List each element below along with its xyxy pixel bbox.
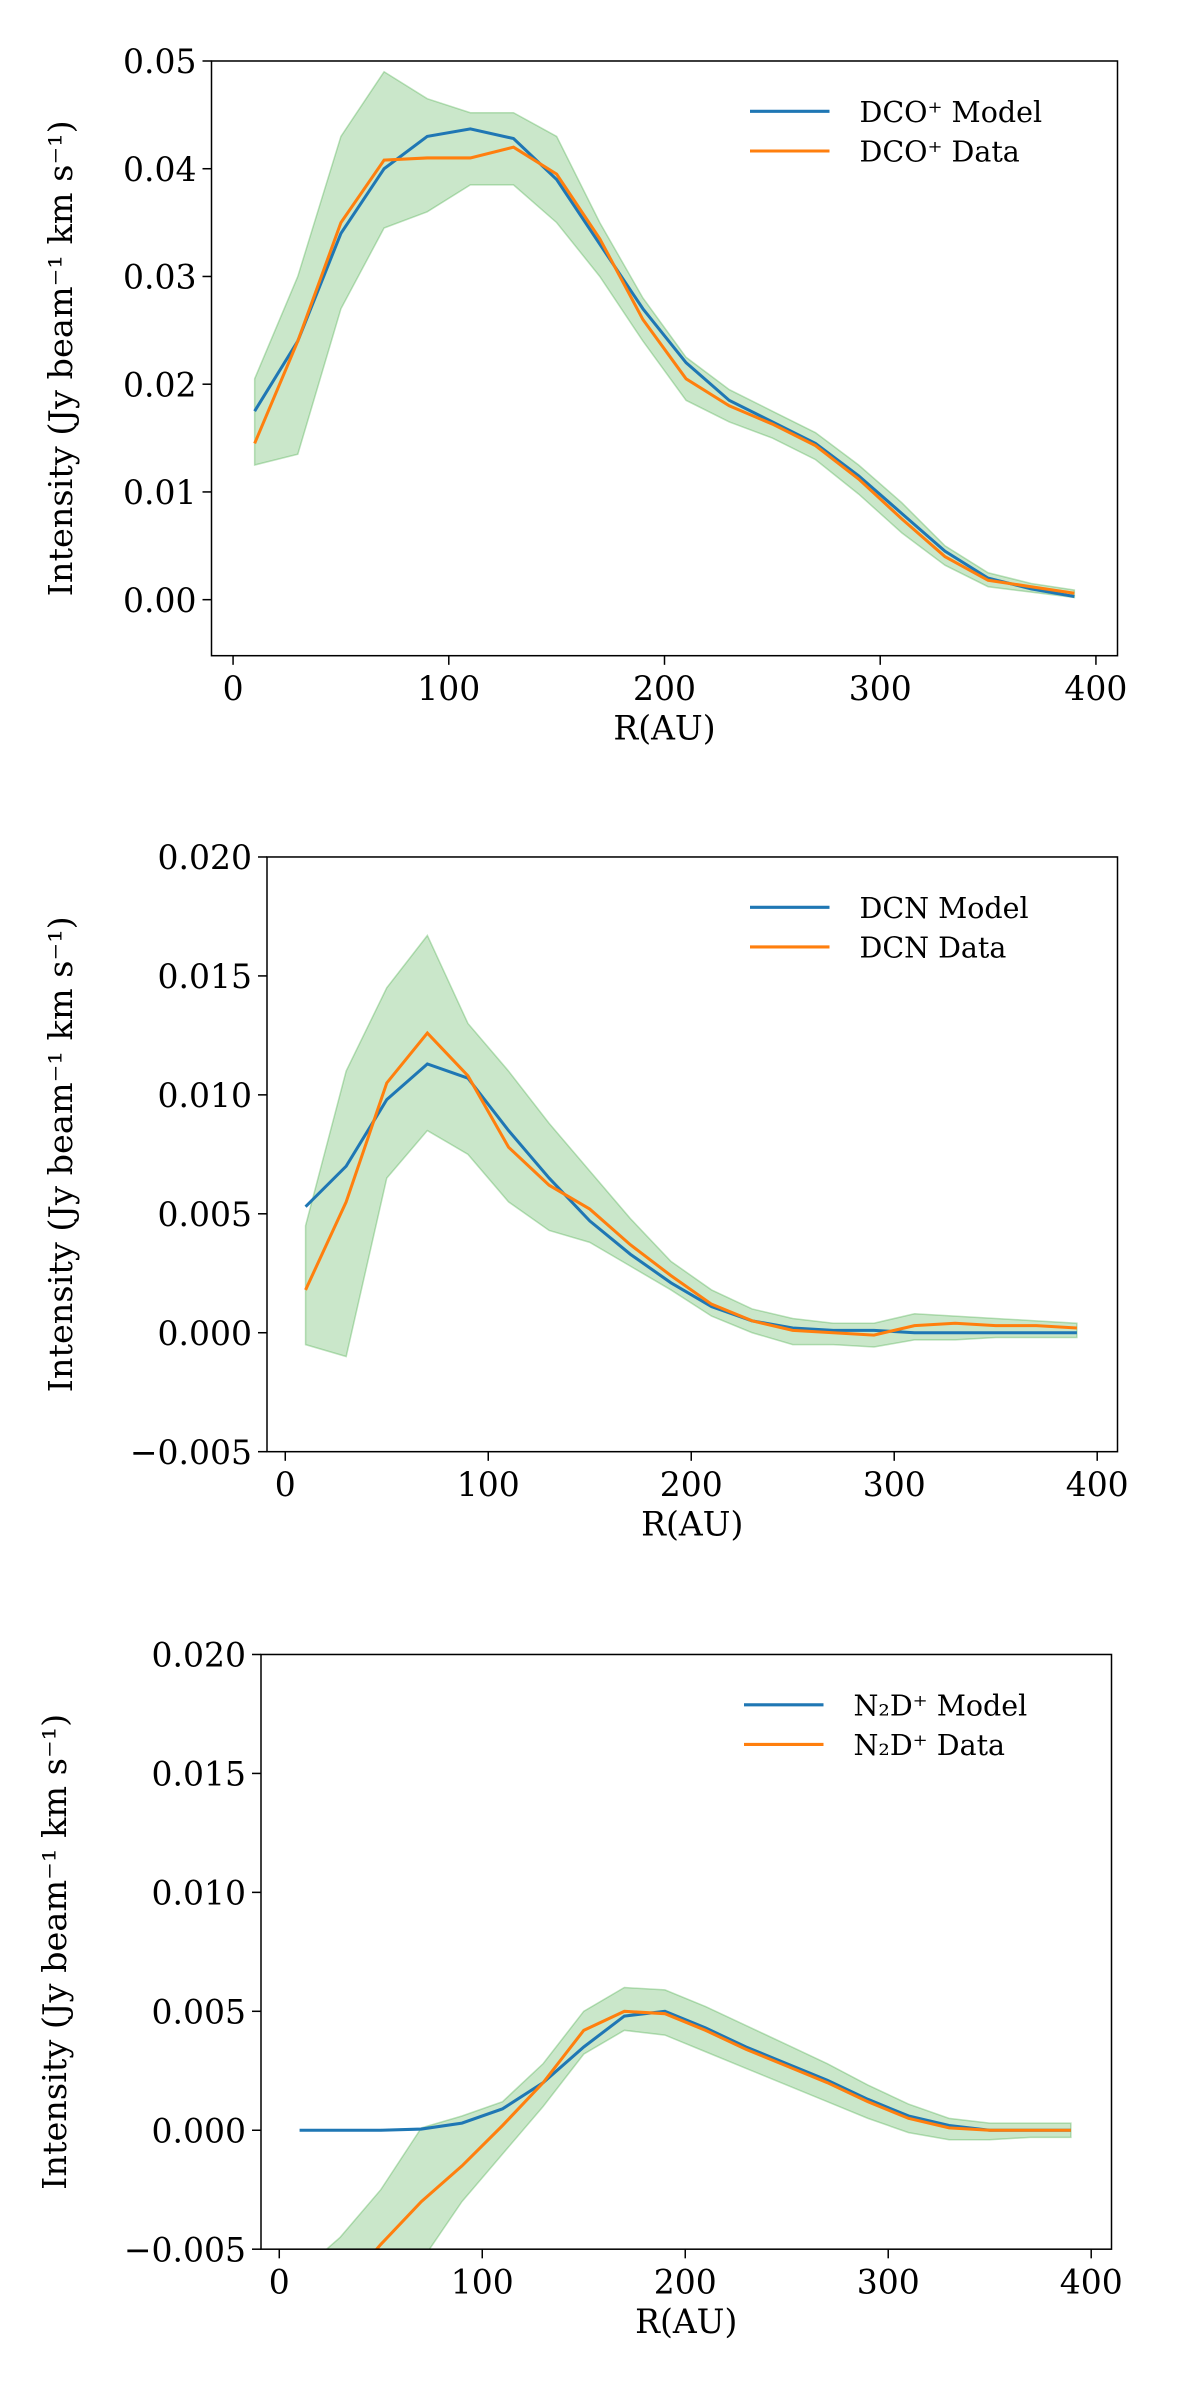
y-tick-label: 0.000 xyxy=(158,1314,252,1353)
plot-area xyxy=(304,934,1078,1358)
x-axis-label: R(AU) xyxy=(641,1504,743,1543)
plot-area xyxy=(253,70,1076,599)
plot-frame xyxy=(260,1653,1113,2250)
y-tick-label: 0.020 xyxy=(152,1635,246,1674)
y-tick-label: 0.000 xyxy=(152,2111,246,2150)
y-tick-label: −0.005 xyxy=(130,1433,252,1472)
x-tick-label: 100 xyxy=(417,669,480,708)
x-tick-label: 100 xyxy=(451,2262,514,2301)
x-tick-label: 300 xyxy=(857,2262,920,2301)
legend: DCN Model DCN Data xyxy=(750,891,1029,965)
y-tick-label: 0.005 xyxy=(152,1992,246,2031)
x-tick-label: 300 xyxy=(863,1465,926,1504)
x-tick-label: 0 xyxy=(275,1465,296,1504)
series-line xyxy=(304,1030,1077,1337)
y-axis-label: Intensity (Jy beam⁻¹ km s⁻¹) xyxy=(41,916,80,1392)
series-line xyxy=(304,1062,1077,1335)
uncertainty-band xyxy=(304,934,1078,1358)
legend: DCO⁺ Model DCO⁺ Data xyxy=(750,95,1042,169)
x-tick-label: 200 xyxy=(633,669,696,708)
y-tick-label: −0.005 xyxy=(124,2230,246,2269)
legend-label: DCO⁺ Model xyxy=(860,95,1043,129)
x-tick-label: 300 xyxy=(849,669,912,708)
y-tick-label: 0.015 xyxy=(152,1754,246,1793)
legend-label: DCO⁺ Data xyxy=(860,134,1020,168)
y-tick-label: 0.010 xyxy=(158,1076,252,1115)
y-tick-label: 0.005 xyxy=(158,1195,252,1234)
y-tick-label: 0.02 xyxy=(123,365,196,404)
series-line xyxy=(253,127,1075,598)
x-tick-label: 400 xyxy=(1064,669,1127,708)
plot-frame xyxy=(266,856,1119,1453)
x-axis-label: R(AU) xyxy=(635,2302,737,2341)
y-tick-label: 0.015 xyxy=(158,957,252,996)
y-axis-label: Intensity (Jy beam⁻¹ km s⁻¹) xyxy=(41,120,80,596)
y-tick-label: 0.03 xyxy=(123,257,196,296)
y-tick-label: 0.020 xyxy=(158,838,252,877)
plot-area xyxy=(299,1986,1072,2250)
legend-label: N₂D⁺ Model xyxy=(854,1688,1028,1722)
chart: 0.00 0.01 0.02 0.03 0.04 0.05 0 100 200 300 400 R(A… xyxy=(41,42,1127,748)
plot-frame xyxy=(210,60,1119,657)
x-tick-label: 400 xyxy=(1066,1465,1129,1504)
series-line xyxy=(253,145,1075,595)
x-tick-label: 0 xyxy=(223,669,244,708)
x-tick-label: 0 xyxy=(269,2262,290,2301)
chart: −0.005 0.000 0.005 0.010 0.015 0.020 0 100 200 30… xyxy=(35,1635,1123,2341)
legend-label: DCN Data xyxy=(860,930,1007,964)
legend: N₂D⁺ Model N₂D⁺ Data xyxy=(744,1688,1027,1762)
chart: −0.005 0.000 0.005 0.010 0.015 0.020 0 100 200 30… xyxy=(41,838,1128,1544)
y-axis-label: Intensity (Jy beam⁻¹ km s⁻¹) xyxy=(35,1714,74,2190)
legend-label: DCN Model xyxy=(860,891,1029,925)
y-tick-label: 0.01 xyxy=(123,473,196,512)
x-axis-label: R(AU) xyxy=(613,708,715,747)
y-tick-label: 0.04 xyxy=(123,150,196,189)
x-tick-label: 200 xyxy=(660,1465,723,1504)
x-tick-label: 200 xyxy=(654,2262,717,2301)
series-line xyxy=(299,2009,1071,2132)
x-tick-label: 100 xyxy=(457,1465,520,1504)
series-line xyxy=(374,2009,1071,2250)
legend-label: N₂D⁺ Data xyxy=(854,1728,1006,1762)
y-tick-label: 0.010 xyxy=(152,1873,246,1912)
y-tick-label: 0.00 xyxy=(123,581,196,620)
y-tick-label: 0.05 xyxy=(123,42,196,81)
x-tick-label: 400 xyxy=(1060,2262,1123,2301)
